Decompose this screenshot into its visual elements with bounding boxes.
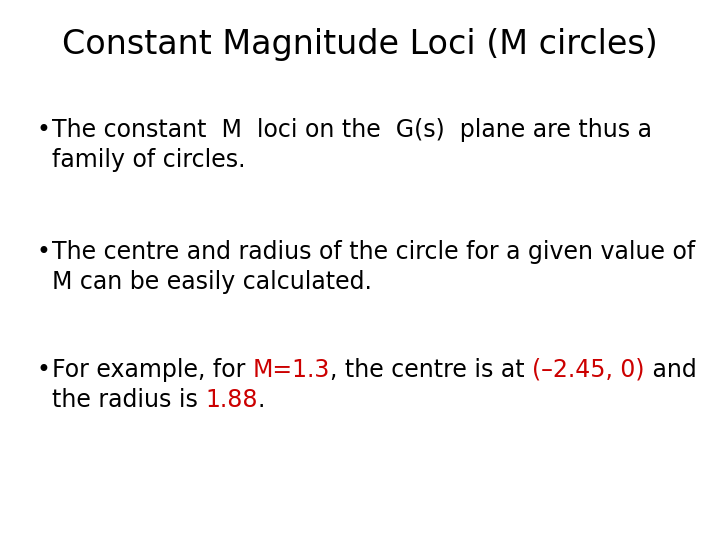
Text: and: and: [645, 358, 697, 382]
Text: •: •: [36, 240, 50, 264]
Text: For example, for: For example, for: [52, 358, 253, 382]
Text: The centre and radius of the circle for a given value of: The centre and radius of the circle for …: [52, 240, 696, 264]
Text: •: •: [36, 358, 50, 382]
Text: the radius is: the radius is: [52, 388, 205, 412]
Text: The constant  M  loci on the  G(s)  plane are thus a: The constant M loci on the G(s) plane ar…: [52, 118, 652, 142]
Text: , the centre is at: , the centre is at: [330, 358, 532, 382]
Text: •: •: [36, 118, 50, 142]
Text: .: .: [258, 388, 265, 412]
Text: M can be easily calculated.: M can be easily calculated.: [52, 270, 372, 294]
Text: family of circles.: family of circles.: [52, 148, 246, 172]
Text: M=1.3: M=1.3: [253, 358, 330, 382]
Text: 1.88: 1.88: [205, 388, 258, 412]
Text: Constant Magnitude Loci (M circles): Constant Magnitude Loci (M circles): [62, 28, 658, 61]
Text: (–2.45, 0): (–2.45, 0): [532, 358, 645, 382]
